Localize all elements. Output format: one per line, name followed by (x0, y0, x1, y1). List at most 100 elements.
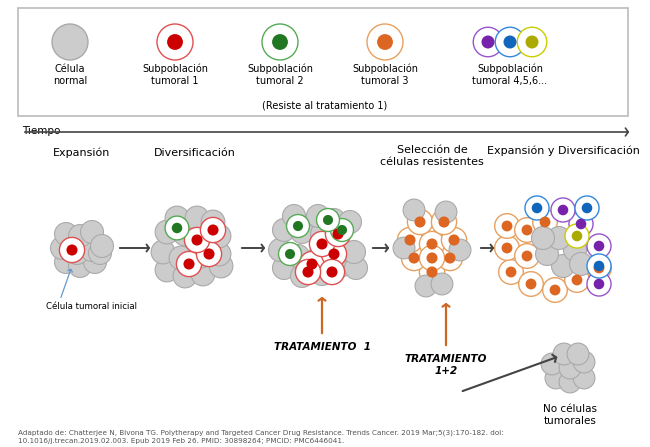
Circle shape (547, 227, 571, 249)
Circle shape (287, 215, 309, 237)
Circle shape (278, 243, 302, 266)
Text: Expansión y Diversificación: Expansión y Diversificación (487, 145, 640, 156)
Circle shape (55, 223, 77, 245)
Circle shape (449, 239, 471, 261)
Circle shape (551, 198, 575, 222)
Circle shape (185, 206, 209, 230)
Circle shape (593, 261, 604, 271)
Circle shape (565, 224, 589, 248)
Circle shape (201, 210, 225, 234)
Circle shape (209, 254, 233, 278)
Circle shape (587, 272, 611, 296)
Circle shape (293, 221, 303, 231)
Circle shape (59, 237, 84, 262)
Circle shape (285, 249, 295, 259)
Circle shape (173, 264, 197, 288)
Circle shape (283, 205, 306, 228)
Circle shape (543, 278, 567, 302)
Circle shape (317, 238, 328, 249)
Circle shape (593, 262, 604, 274)
Circle shape (311, 223, 333, 245)
Circle shape (593, 240, 604, 251)
Circle shape (536, 243, 558, 266)
Circle shape (439, 216, 450, 228)
Circle shape (183, 258, 194, 270)
Circle shape (415, 216, 426, 228)
Text: Expansión: Expansión (53, 148, 110, 159)
Circle shape (582, 202, 592, 213)
Circle shape (165, 206, 189, 230)
Circle shape (55, 250, 77, 274)
Circle shape (295, 259, 320, 285)
Circle shape (328, 220, 352, 244)
Circle shape (559, 371, 581, 393)
Circle shape (499, 260, 523, 284)
Circle shape (311, 262, 333, 286)
Circle shape (68, 254, 92, 278)
Circle shape (419, 259, 445, 285)
Circle shape (319, 259, 344, 285)
Circle shape (441, 228, 467, 253)
Circle shape (402, 245, 426, 270)
Circle shape (309, 232, 335, 257)
Circle shape (203, 249, 214, 260)
Circle shape (564, 239, 586, 261)
Circle shape (571, 274, 582, 286)
Circle shape (196, 241, 222, 266)
Circle shape (517, 27, 547, 57)
Circle shape (431, 273, 453, 295)
Circle shape (172, 223, 182, 233)
Circle shape (272, 34, 288, 50)
Circle shape (322, 208, 346, 232)
Circle shape (435, 201, 457, 223)
Circle shape (326, 240, 350, 263)
Circle shape (176, 251, 202, 277)
Circle shape (502, 243, 512, 253)
Circle shape (326, 221, 350, 247)
Circle shape (419, 245, 445, 270)
Circle shape (344, 257, 367, 279)
Circle shape (52, 24, 88, 60)
Circle shape (167, 34, 183, 50)
Circle shape (165, 216, 189, 240)
Circle shape (337, 225, 347, 235)
Circle shape (521, 251, 532, 261)
Circle shape (81, 239, 103, 261)
Circle shape (408, 253, 419, 264)
Circle shape (51, 236, 73, 259)
Circle shape (576, 219, 586, 229)
Circle shape (525, 35, 538, 48)
Circle shape (525, 196, 549, 220)
Circle shape (367, 24, 403, 60)
Circle shape (550, 285, 560, 295)
Circle shape (317, 208, 339, 232)
Circle shape (377, 34, 393, 50)
Circle shape (575, 196, 599, 220)
Circle shape (66, 245, 77, 256)
Circle shape (328, 254, 352, 278)
Text: Célula tumoral inicial: Célula tumoral inicial (46, 302, 137, 311)
Circle shape (426, 253, 437, 264)
Circle shape (306, 258, 318, 270)
Circle shape (262, 24, 298, 60)
Circle shape (408, 209, 433, 235)
Circle shape (397, 228, 422, 253)
FancyBboxPatch shape (18, 8, 628, 116)
Circle shape (495, 214, 519, 238)
Circle shape (473, 27, 502, 57)
Circle shape (307, 246, 330, 270)
Circle shape (495, 236, 519, 260)
Circle shape (207, 224, 218, 236)
Circle shape (553, 343, 575, 365)
Circle shape (437, 245, 463, 270)
Circle shape (207, 242, 231, 266)
Circle shape (185, 228, 209, 253)
Circle shape (68, 224, 92, 248)
Circle shape (323, 215, 333, 225)
Circle shape (573, 351, 595, 373)
Circle shape (192, 235, 203, 245)
Circle shape (445, 253, 456, 264)
Circle shape (569, 253, 593, 275)
Circle shape (169, 246, 193, 270)
Circle shape (189, 244, 213, 268)
